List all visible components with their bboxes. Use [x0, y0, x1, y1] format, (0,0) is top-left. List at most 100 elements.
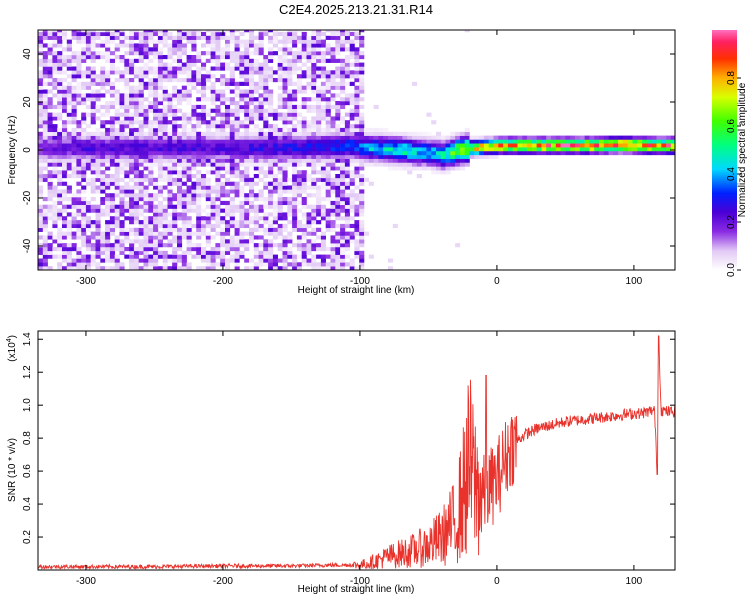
heatmap-cell	[229, 51, 235, 56]
heatmap-cell	[335, 166, 341, 171]
heatmap-cell	[392, 139, 398, 144]
heatmap-cell	[551, 139, 557, 144]
heatmap-cell	[81, 223, 87, 229]
heatmap-cell	[258, 43, 264, 48]
heatmap-cell	[268, 189, 274, 194]
heatmap-cell	[364, 177, 370, 182]
heatmap-cell	[412, 147, 418, 152]
heatmap-cell	[301, 97, 307, 102]
heatmap-cell	[239, 239, 245, 244]
heatmap-cell	[85, 154, 91, 159]
heatmap-cell	[220, 97, 226, 102]
heatmap-cell	[105, 101, 111, 106]
heatmap-cell	[234, 55, 240, 60]
heatmap-cell	[153, 208, 159, 213]
heatmap-cell	[85, 139, 91, 144]
heatmap-cell	[335, 101, 341, 106]
heatmap-cell	[81, 85, 87, 90]
heatmap-cell	[133, 162, 139, 167]
heatmap-cell	[239, 39, 245, 44]
heatmap-cell	[162, 208, 168, 213]
heatmap-cell	[354, 174, 360, 179]
heatmap-cell	[138, 124, 144, 129]
heatmap-cell	[157, 162, 163, 167]
heatmap-cell	[488, 139, 494, 144]
heatmap-cell	[263, 120, 269, 125]
heatmap-cell	[234, 81, 240, 86]
heatmap-cell	[416, 158, 422, 163]
heatmap-cell	[76, 30, 82, 33]
heatmap-cell	[215, 247, 221, 252]
heatmap-cell	[162, 93, 168, 98]
heatmap-cell	[359, 35, 365, 40]
heatmap-cell	[325, 78, 331, 83]
heatmap-cell	[133, 131, 139, 136]
heatmap-cell	[234, 162, 240, 167]
heatmap-cell	[105, 239, 111, 244]
heatmap-cell	[210, 35, 216, 40]
heatmap-cell	[177, 93, 183, 98]
heatmap-cell	[47, 174, 53, 179]
heatmap-cell	[105, 193, 111, 198]
heatmap-cell	[124, 239, 130, 244]
heatmap-cell	[90, 70, 96, 75]
heatmap-cell	[38, 43, 44, 48]
heatmap-cell	[354, 39, 360, 44]
heatmap-cell	[47, 208, 53, 213]
heatmap-cell	[249, 147, 255, 152]
heatmap-cell	[138, 158, 144, 163]
heatmap-cell	[62, 135, 68, 140]
heatmap-cell	[282, 85, 288, 90]
heatmap-cell	[244, 30, 250, 33]
heatmap-cell	[105, 70, 111, 75]
heatmap-cell	[249, 208, 255, 213]
heatmap-cell	[38, 108, 44, 113]
heatmap-cell	[215, 127, 221, 133]
heatmap-cell	[330, 47, 336, 52]
heatmap-cell	[253, 212, 259, 217]
heatmap-cell	[368, 127, 374, 133]
heatmap-cell	[201, 177, 207, 182]
heatmap-cell	[119, 166, 125, 171]
heatmap-cell	[292, 51, 298, 56]
heatmap-cell	[81, 131, 87, 136]
heatmap-cell	[282, 197, 288, 202]
heatmap-cell	[359, 81, 365, 86]
x-tick-label: 0	[494, 576, 500, 587]
heatmap-cell	[42, 127, 48, 133]
heatmap-cell	[272, 162, 278, 167]
heatmap-cell	[498, 151, 504, 156]
heatmap-cell	[71, 112, 77, 117]
heatmap-cell	[268, 204, 274, 209]
heatmap-cell	[296, 78, 302, 83]
heatmap-cell	[325, 262, 331, 267]
heatmap-cell	[239, 170, 245, 175]
heatmap-cell	[268, 112, 274, 117]
heatmap-cell	[335, 112, 341, 117]
heatmap-cell	[311, 193, 317, 198]
heatmap-cell	[66, 112, 72, 117]
heatmap-cell	[229, 127, 235, 133]
heatmap-cell	[234, 166, 240, 171]
heatmap-cell	[244, 116, 250, 121]
heatmap-cell	[249, 204, 255, 209]
heatmap-cell	[268, 101, 274, 106]
heatmap-cell	[426, 151, 432, 156]
heatmap-cell	[62, 181, 68, 186]
heatmap-cell	[268, 78, 274, 83]
heatmap-cell	[392, 154, 398, 159]
heatmap-cell	[253, 116, 259, 121]
heatmap-cell	[143, 266, 149, 270]
heatmap-cell	[234, 262, 240, 267]
heatmap-cell	[426, 166, 432, 171]
heatmap-cell	[340, 135, 346, 140]
heatmap-cell	[287, 112, 293, 117]
heatmap-cell	[263, 93, 269, 98]
heatmap-cell	[114, 208, 120, 213]
heatmap-cell	[335, 216, 341, 221]
heatmap-cell	[253, 235, 259, 240]
heatmap-cell	[642, 147, 648, 152]
heatmap-cell	[114, 147, 120, 152]
heatmap-cell	[138, 85, 144, 90]
heatmap-cell	[124, 35, 130, 40]
